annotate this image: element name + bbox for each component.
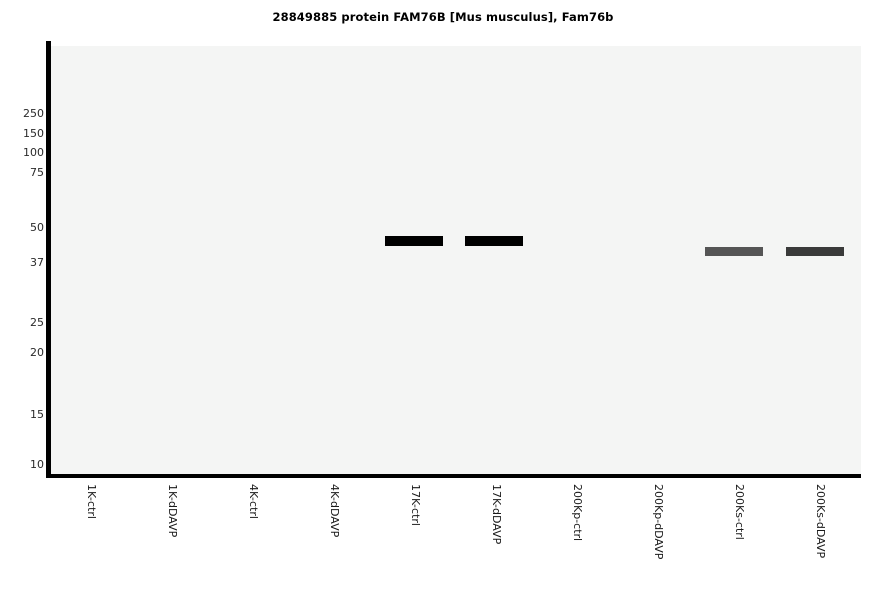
y-tick-label: 15 [30,408,44,421]
blot-band-17k-ctrl [385,236,443,246]
x-tick-label-200kp-ddavp: 200Kp-dDAVP [651,484,665,560]
y-tick-label: 10 [30,458,44,471]
band-layer [51,46,861,474]
chart-title: 28849885 protein FAM76B [Mus musculus], … [272,10,614,24]
x-tick-label-200kp-ctrl: 200Kp-ctrl [570,484,584,542]
y-tick-label: 100 [23,146,44,159]
blot-band-200ks-ctrl [705,247,763,256]
x-tick-label-200ks-ctrl: 200Ks-ctrl [732,484,746,540]
y-axis-spine [46,41,51,478]
plot-area [51,46,861,474]
x-tick-label-17k-ctrl: 17K-ctrl [408,484,422,526]
x-tick-label-1k-ctrl: 1K-ctrl [84,484,98,519]
x-axis-spine [46,474,861,478]
blot-band-200ks-ddavp [786,247,844,256]
y-tick-label: 150 [23,127,44,140]
y-tick-label: 20 [30,346,44,359]
y-tick-label: 50 [30,221,44,234]
x-tick-label-17k-ddavp: 17K-dDAVP [489,484,503,545]
x-axis-tick-labels: 1K-ctrl 1K-dDAVP 4K-ctrl 4K-dDAVP 17K-ctrl 17… [0,478,886,595]
y-tick-label: 25 [30,316,44,329]
y-tick-label: 250 [23,107,44,120]
x-tick-label-4k-ddavp: 4K-dDAVP [327,484,341,538]
x-tick-label-4k-ctrl: 4K-ctrl [246,484,260,519]
y-axis-tick-labels: 250 150 100 75 50 37 25 20 15 10 [0,0,44,595]
y-tick-label: 75 [30,166,44,179]
x-tick-label-1k-ddavp: 1K-dDAVP [165,484,179,538]
blot-band-17k-ddavp [465,236,523,246]
x-tick-label-200ks-ddavp: 200Ks-dDAVP [813,484,827,559]
y-tick-label: 37 [30,256,44,269]
